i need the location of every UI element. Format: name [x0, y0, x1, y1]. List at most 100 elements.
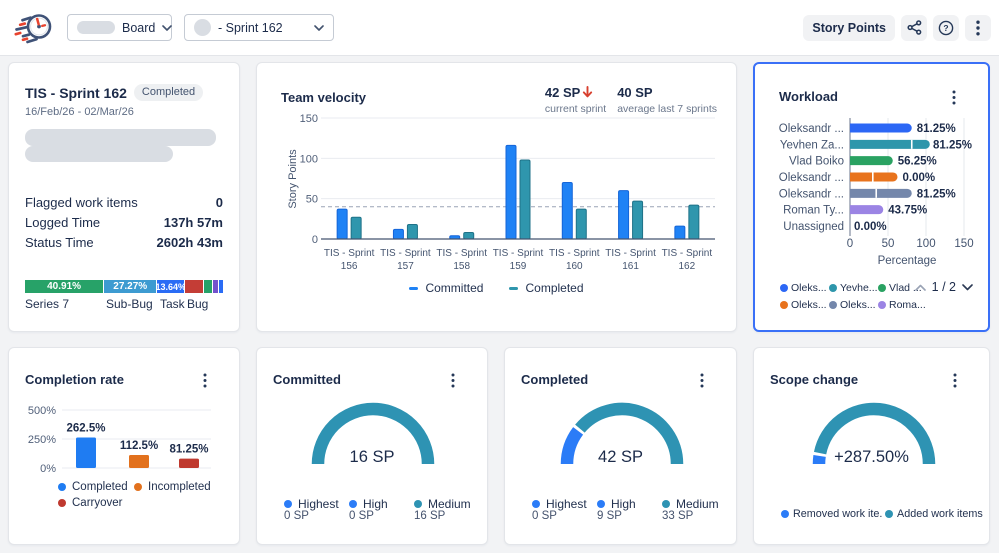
sprint-select[interactable]: - Sprint 162: [184, 14, 334, 41]
x-category-label: TIS - Sprint 160: [549, 248, 600, 272]
gauge-legend-item[interactable]: Medium: [662, 497, 719, 511]
legend-label: High: [611, 497, 636, 511]
gauge-legend-item[interactable]: High: [597, 497, 636, 511]
workload-menu-button[interactable]: [945, 88, 963, 106]
x-tick-label: 150: [954, 238, 973, 250]
assignee-label: Vlad Boiko: [789, 156, 844, 168]
gauge-legend-item[interactable]: High: [349, 497, 388, 511]
legend-label: Completed: [525, 281, 584, 295]
legend-dot: [829, 300, 837, 309]
topbar: Board - Sprint 162 Story Points ?: [0, 0, 999, 56]
workload-bar[interactable]: [850, 188, 912, 198]
y-tick-label: 0: [312, 234, 318, 246]
completed-bar[interactable]: [575, 208, 587, 240]
share-icon: [906, 20, 921, 35]
legend-label: Incompleted: [148, 481, 211, 493]
gauge-legend-item[interactable]: Added work items: [885, 508, 983, 520]
completed-bar[interactable]: [406, 223, 418, 240]
gauge-segment: [560, 427, 584, 465]
gauge-legend-item[interactable]: Highest: [284, 497, 339, 511]
help-button[interactable]: ?: [933, 14, 959, 41]
workload-legend-item[interactable]: Oleks...: [829, 296, 878, 313]
velocity-legend-item[interactable]: Completed: [509, 281, 584, 295]
more-menu-button[interactable]: [965, 14, 991, 41]
workload-bar[interactable]: [850, 123, 912, 133]
gauge-legend-item[interactable]: Medium: [414, 497, 471, 511]
legend-dot: [414, 500, 422, 508]
assignee-label: Oleksandr ...: [779, 123, 844, 135]
committed-bar[interactable]: [674, 225, 686, 240]
legend-dot: [829, 283, 837, 292]
story-points-button[interactable]: Story Points: [803, 14, 895, 41]
legend-label: High: [363, 497, 388, 511]
legend-dot: [780, 283, 788, 292]
workload-card[interactable]: Workload 0 50 100 150 Percentage Oleksandr ..…: [753, 62, 990, 332]
workload-chart[interactable]: 0 50 100 150 Percentage Oleksandr ... 81.25% Ye…: [755, 112, 988, 274]
incompleted-bar[interactable]: [129, 454, 149, 468]
legend-label: Roma...: [889, 298, 926, 311]
committed-menu-button[interactable]: [444, 371, 462, 389]
stat-label: Status Time: [25, 234, 94, 250]
legend-dot: [58, 499, 66, 507]
completed-card: Completed 42 SP Highest 0 SP High 9 SP Mediu…: [504, 347, 737, 545]
committed-bar[interactable]: [336, 208, 348, 240]
committed-bar[interactable]: [561, 182, 573, 240]
completed-bar[interactable]: [463, 232, 475, 240]
distribution-segment: [203, 280, 213, 293]
workload-bar[interactable]: [850, 139, 930, 149]
bar-value-label: 56.25%: [898, 156, 937, 168]
completed-bar[interactable]: [688, 204, 700, 240]
completed-menu-button[interactable]: [693, 371, 711, 389]
workload-legend-item[interactable]: Oleks...: [780, 279, 829, 296]
legend-dot: [134, 483, 142, 491]
scope-change-menu-button[interactable]: [946, 371, 964, 389]
gauge-legend-item[interactable]: Highest: [532, 497, 587, 511]
workload-bar[interactable]: [850, 172, 898, 182]
workload-legend-item[interactable]: Oleks...: [780, 296, 829, 313]
completion-legend-item[interactable]: Carryover: [58, 497, 122, 509]
completion-rate-menu-button[interactable]: [196, 371, 214, 389]
pager-label: 1 / 2: [931, 280, 956, 294]
current-sprint-value: 42 SP: [544, 85, 581, 100]
completion-rate-chart[interactable]: 0% 250% 500% 262.5% 112.5% 81.25%: [9, 398, 241, 493]
completed-bar[interactable]: [632, 200, 644, 240]
team-velocity-card: Team velocity 42 SP current sprint 40 SP…: [256, 62, 737, 332]
completion-legend-item[interactable]: Completed: [58, 481, 128, 493]
assignee-label: Unassigned: [783, 221, 844, 233]
distribution-segment: [213, 280, 218, 293]
issue-type-distribution: 40.91% 27.27% 13.64% Series 7 Sub-Bug Task Bu…: [25, 280, 223, 322]
velocity-legend-item[interactable]: Committed: [409, 281, 483, 295]
scope-change-card: Scope change +287.50% Removed work ite..…: [753, 347, 990, 545]
gauge-legend-item[interactable]: Removed work ite...: [781, 508, 883, 520]
completed-bar[interactable]: [76, 437, 96, 468]
workload-bar[interactable]: [850, 156, 893, 166]
workload-legend-item[interactable]: Roma...: [878, 296, 927, 313]
gauge-legend-value: 33 SP: [662, 510, 694, 522]
chevron-down-icon[interactable]: [962, 283, 973, 291]
legend-dot: [532, 500, 540, 508]
chevron-up-icon[interactable]: [914, 284, 926, 291]
committed-bar[interactable]: [392, 228, 404, 240]
completed-bar[interactable]: [350, 216, 362, 240]
legend-dot: [885, 510, 893, 518]
committed-bar[interactable]: [618, 190, 630, 240]
stat-row: Status Time 2602h 43m: [25, 232, 223, 252]
carryover-bar[interactable]: [179, 458, 199, 468]
x-category-label: TIS - Sprint 158: [436, 248, 487, 272]
bar-value-label: 0.00%: [903, 172, 936, 184]
committed-bar[interactable]: [505, 144, 517, 240]
committed-gauge: [311, 402, 435, 465]
card-title: Completed: [521, 372, 589, 387]
stat-row: Flagged work items 0: [25, 192, 223, 212]
workload-legend-item[interactable]: Vlad ...: [878, 279, 927, 296]
workload-legend-item[interactable]: Yevhe...: [829, 279, 878, 296]
stat-label: Flagged work items: [25, 194, 138, 210]
workload-bar[interactable]: [850, 205, 884, 215]
legend-label: Yevhe...: [840, 281, 878, 294]
completion-legend-item[interactable]: Incompleted: [134, 481, 211, 493]
share-button[interactable]: [901, 14, 927, 41]
legend-label: Completed: [72, 481, 128, 493]
board-select[interactable]: Board: [67, 14, 173, 41]
completed-bar[interactable]: [519, 159, 531, 240]
